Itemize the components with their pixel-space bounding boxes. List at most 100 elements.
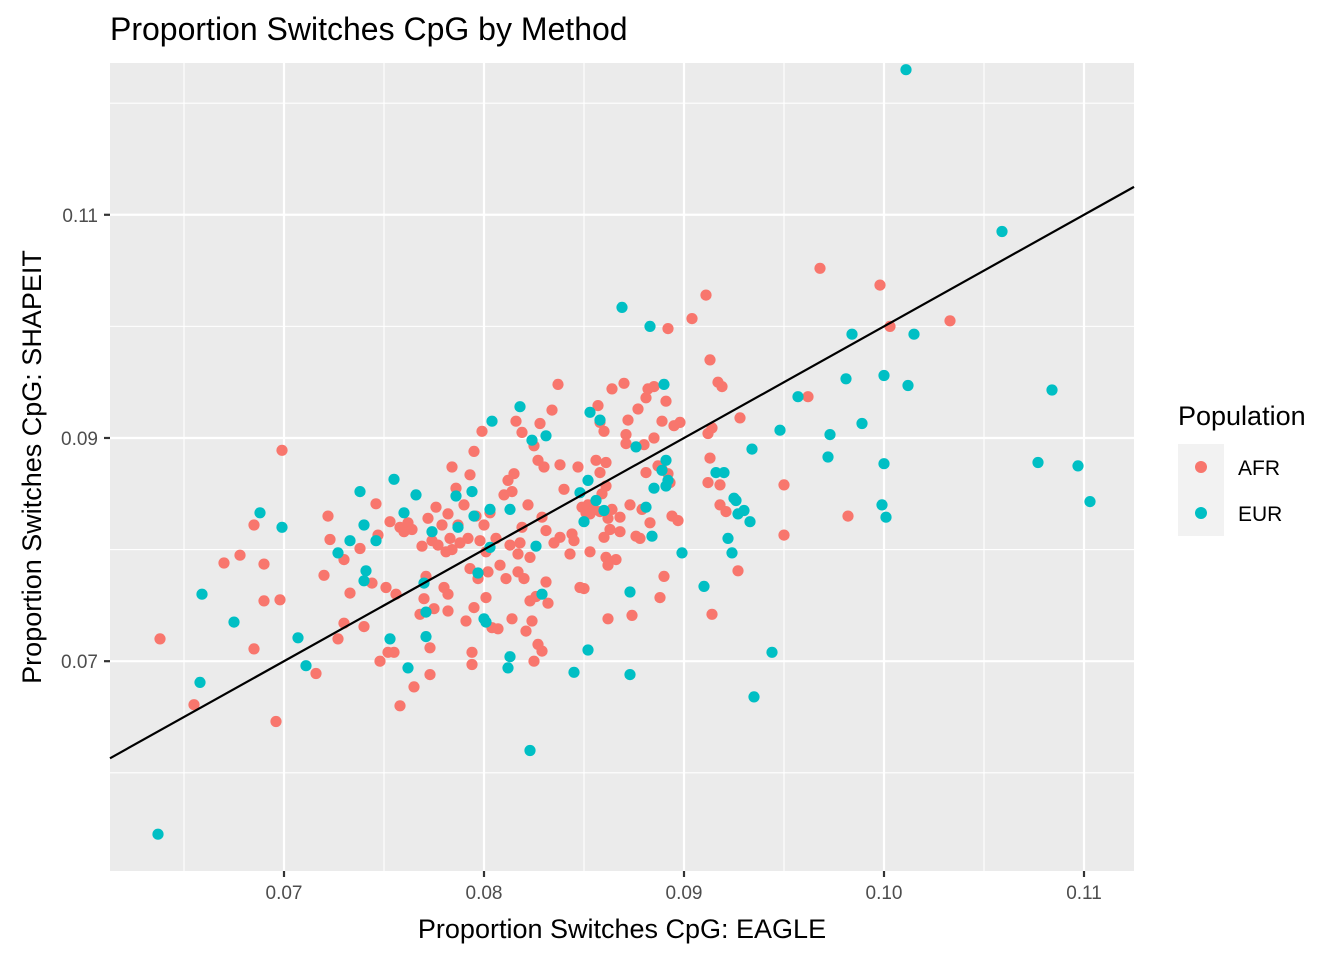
point-eur <box>360 565 372 577</box>
point-eur <box>524 744 536 757</box>
x-tick-label: 0.11 <box>1066 883 1102 904</box>
point-afr <box>672 515 684 527</box>
point-afr <box>778 529 790 541</box>
point-afr <box>534 417 546 430</box>
point-afr <box>394 700 406 712</box>
point-eur <box>840 373 852 385</box>
point-eur <box>402 662 414 674</box>
point-eur <box>450 490 462 502</box>
point-afr <box>514 537 526 549</box>
point-eur <box>624 669 636 681</box>
legend-marker-afr <box>1195 461 1207 473</box>
point-afr <box>706 608 718 620</box>
point-afr <box>442 508 454 520</box>
point-afr <box>528 655 540 667</box>
point-afr <box>418 593 430 605</box>
point-eur <box>698 580 710 593</box>
point-afr <box>572 461 584 473</box>
point-eur <box>746 443 758 455</box>
y-axis-title: Proportion Switches CpG: SHAPEIT <box>17 250 47 684</box>
point-afr <box>874 279 886 291</box>
point-eur <box>726 547 738 559</box>
point-eur <box>194 676 206 689</box>
y-tick-label: 0.09 <box>61 429 98 450</box>
point-afr <box>500 573 512 585</box>
point-afr <box>310 667 322 680</box>
point-eur <box>1084 496 1096 508</box>
x-tick-label: 0.09 <box>666 883 703 904</box>
point-afr <box>554 531 566 543</box>
point-afr <box>188 699 200 711</box>
point-eur <box>658 378 670 390</box>
point-eur <box>484 503 496 515</box>
legend: Population AFR EUR <box>1178 401 1306 536</box>
point-afr <box>424 669 436 681</box>
point-eur <box>1032 456 1044 469</box>
point-afr <box>618 377 630 389</box>
point-eur <box>624 586 636 598</box>
point-afr <box>614 526 626 538</box>
point-afr <box>604 523 616 536</box>
point-afr <box>702 477 714 489</box>
point-eur <box>398 507 410 519</box>
point-eur <box>152 828 164 840</box>
point-afr <box>732 565 744 577</box>
point-eur <box>526 434 538 446</box>
point-eur <box>644 320 656 332</box>
point-afr <box>358 621 370 633</box>
point-afr <box>634 532 646 545</box>
point-eur <box>292 632 304 644</box>
point-afr <box>620 438 632 450</box>
point-eur <box>630 441 642 453</box>
point-afr <box>466 646 478 658</box>
point-eur <box>332 547 344 559</box>
point-eur <box>824 429 836 441</box>
point-afr <box>620 429 632 441</box>
point-afr <box>476 425 488 437</box>
point-afr <box>526 615 538 627</box>
point-eur <box>598 504 610 517</box>
point-eur <box>582 644 594 656</box>
point-eur <box>514 401 526 413</box>
point-eur <box>616 301 628 313</box>
point-afr <box>492 623 504 635</box>
point-afr <box>584 546 596 558</box>
point-afr <box>610 554 622 566</box>
point-eur <box>856 417 868 430</box>
point-eur <box>822 451 834 463</box>
point-afr <box>538 461 550 473</box>
point-eur <box>766 646 778 658</box>
point-eur <box>590 494 602 507</box>
point-afr <box>332 633 344 645</box>
point-afr <box>598 425 610 437</box>
point-eur <box>358 519 370 531</box>
point-eur <box>640 501 652 513</box>
point-eur <box>480 616 492 628</box>
point-eur <box>228 616 240 628</box>
point-afr <box>430 501 442 513</box>
point-eur <box>748 691 760 703</box>
point-eur <box>876 499 888 511</box>
point-eur <box>384 633 396 645</box>
point-afr <box>624 499 636 511</box>
point-afr <box>354 542 366 555</box>
point-eur <box>792 391 804 403</box>
point-eur <box>878 369 890 382</box>
point-eur <box>568 666 580 678</box>
point-eur <box>662 474 674 486</box>
point-eur <box>744 516 756 528</box>
point-afr <box>516 426 528 438</box>
point-afr <box>558 483 570 495</box>
point-afr <box>632 403 644 415</box>
point-eur <box>472 567 484 579</box>
point-afr <box>542 597 554 609</box>
grid-minor <box>110 63 1134 871</box>
point-afr <box>778 479 790 491</box>
point-afr <box>422 512 434 524</box>
point-afr <box>408 681 420 693</box>
point-afr <box>602 613 614 625</box>
point-eur <box>420 606 432 618</box>
point-afr <box>654 592 666 604</box>
legend-marker-eur <box>1195 507 1207 519</box>
point-eur <box>426 526 438 538</box>
